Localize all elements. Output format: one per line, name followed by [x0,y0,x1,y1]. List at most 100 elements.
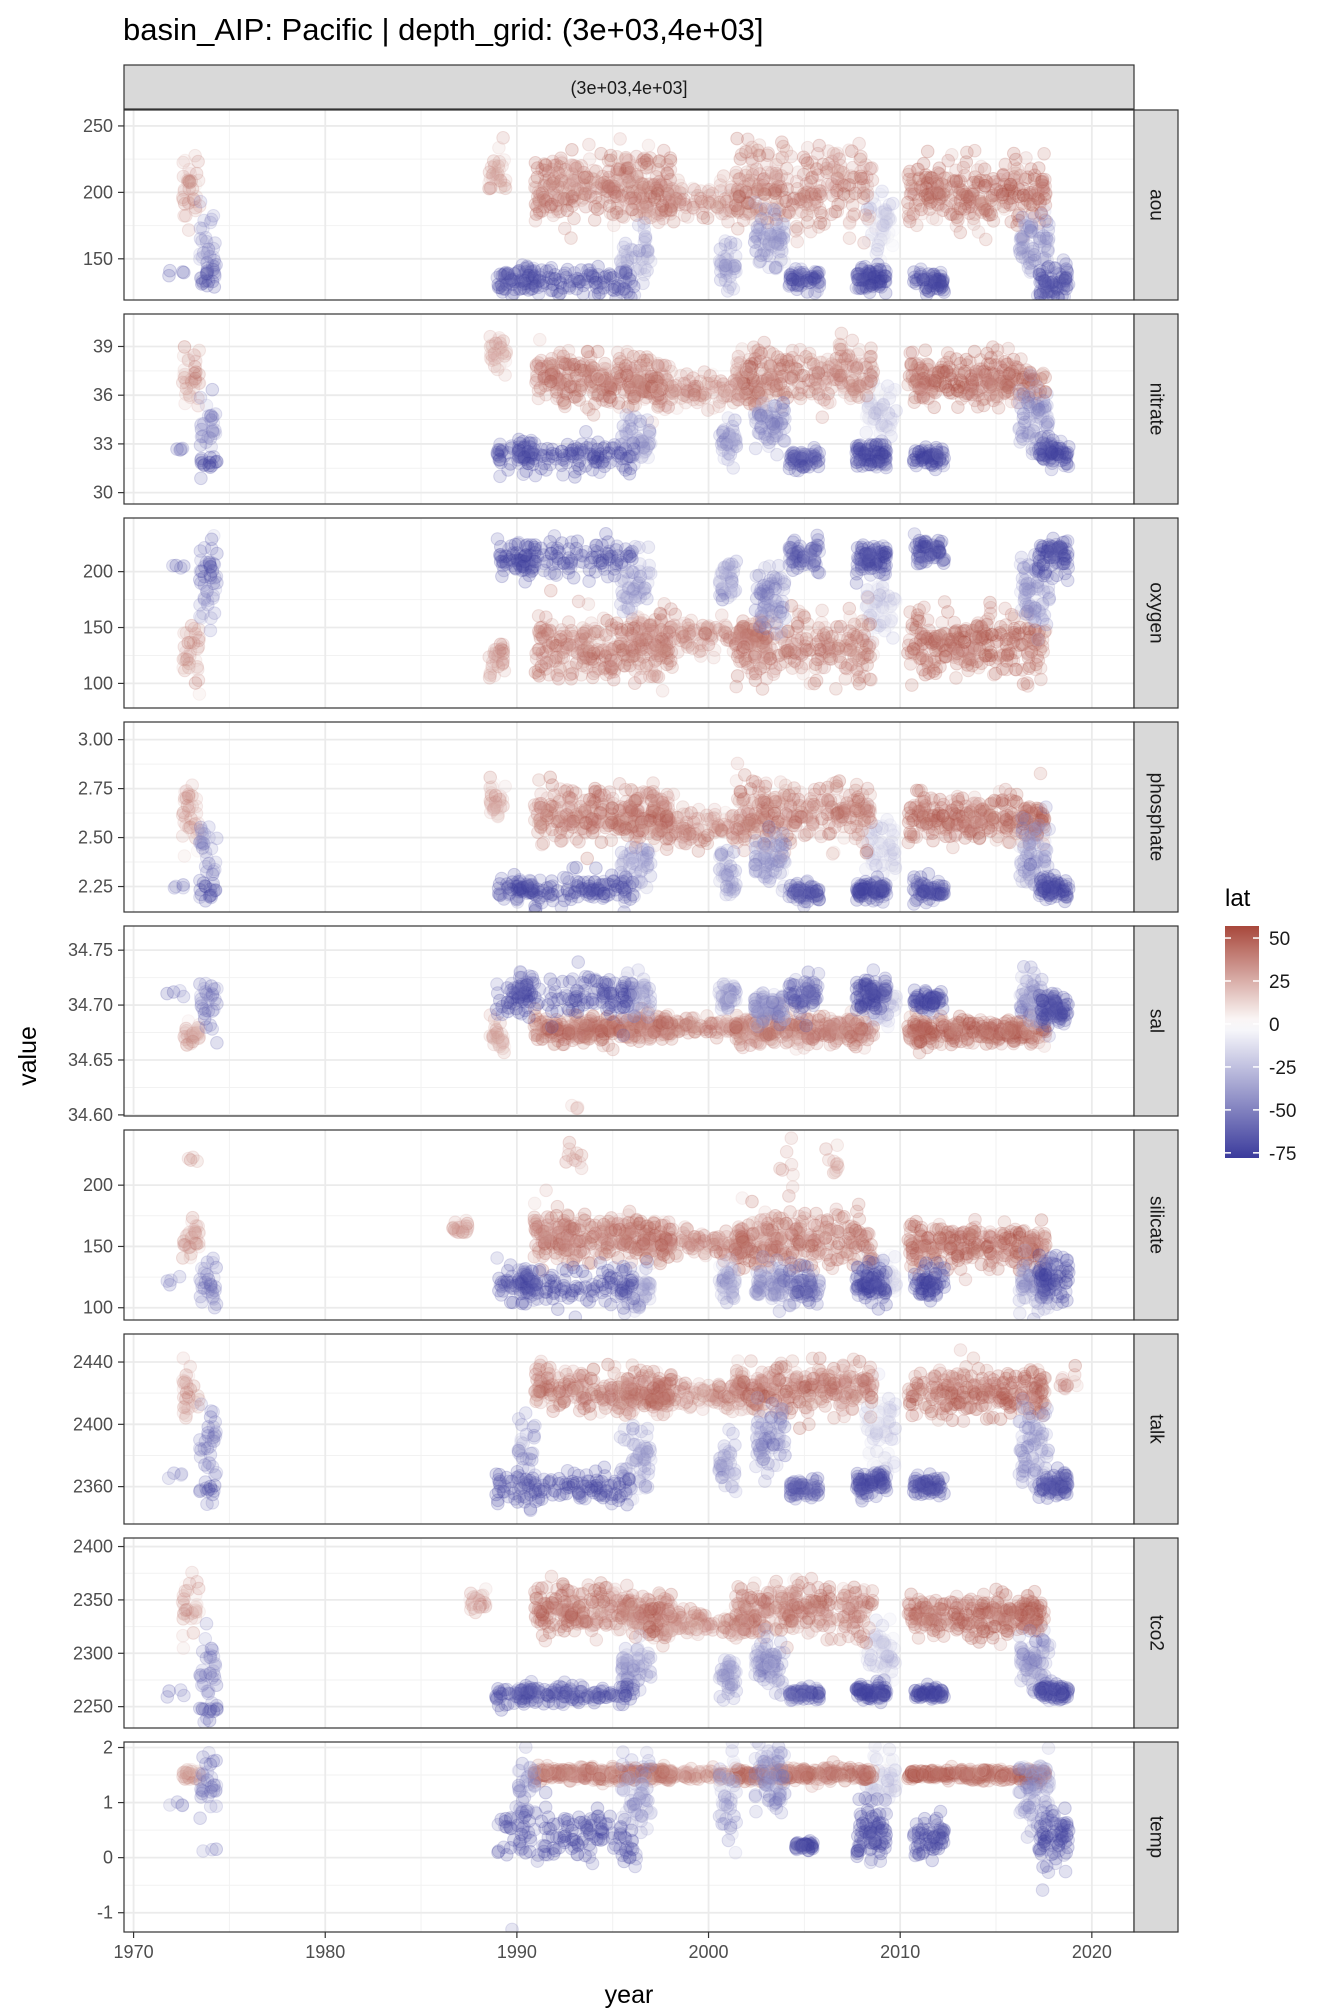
point [1037,273,1051,288]
point [197,417,211,431]
point [793,192,808,206]
point [800,156,815,170]
point [660,158,674,172]
point [779,194,793,209]
point [532,193,546,207]
point [544,283,558,298]
point [601,277,615,292]
point [559,199,573,213]
point [807,273,822,287]
point [810,284,824,299]
point [742,177,756,192]
point [760,376,774,391]
point [584,358,598,373]
point [585,670,600,685]
point [654,203,669,217]
point [717,268,732,283]
point [777,225,791,240]
point [207,259,222,274]
point [663,163,678,177]
point [727,378,742,392]
point [748,378,762,392]
point [539,173,553,188]
point [490,270,505,285]
point [658,174,672,189]
point [873,278,887,292]
point [796,666,810,681]
point [796,167,811,182]
point [641,181,656,195]
point [533,187,547,201]
point [177,363,192,377]
point [542,378,556,392]
point [1015,241,1029,255]
point [717,259,731,273]
point [723,241,738,255]
point [585,268,600,283]
point [529,652,544,666]
point [937,187,951,202]
point [564,177,579,191]
point [747,386,762,401]
point [623,268,638,283]
point [184,375,199,390]
point [908,637,923,651]
point [747,235,762,249]
point [863,350,877,364]
point [879,207,893,222]
point [657,379,672,394]
point [505,288,519,300]
point [821,144,836,158]
point [535,278,550,293]
point [807,271,822,286]
point [749,201,764,216]
point [652,387,667,402]
point [539,387,553,402]
point [1060,265,1075,280]
point [486,154,501,168]
point [1035,267,1049,281]
point [726,282,741,296]
point [495,285,510,299]
point [878,204,893,218]
point [650,382,665,397]
point [880,230,895,244]
point [754,202,768,216]
point [774,232,788,247]
point [868,278,883,292]
point [821,157,836,171]
point [504,273,518,288]
point [935,273,950,288]
point [661,400,676,414]
point [742,192,757,206]
point [923,279,938,293]
point [850,441,864,456]
point [1027,172,1042,186]
point [660,373,675,387]
point [500,267,515,282]
point [966,184,981,198]
point [712,254,727,268]
point [850,380,864,395]
point [951,213,965,227]
point [757,243,772,258]
point [762,238,777,252]
point [765,166,779,180]
point [562,361,577,375]
point [193,247,207,261]
point [960,193,975,207]
point [719,264,733,278]
point [867,270,881,284]
point [584,189,598,203]
point [1040,269,1054,284]
point [749,162,764,176]
point [635,248,650,263]
point [591,387,606,401]
point [927,278,941,293]
point [597,179,611,193]
point [800,194,814,209]
point [765,201,779,216]
point [921,284,936,299]
point [177,209,191,223]
point [712,395,727,409]
